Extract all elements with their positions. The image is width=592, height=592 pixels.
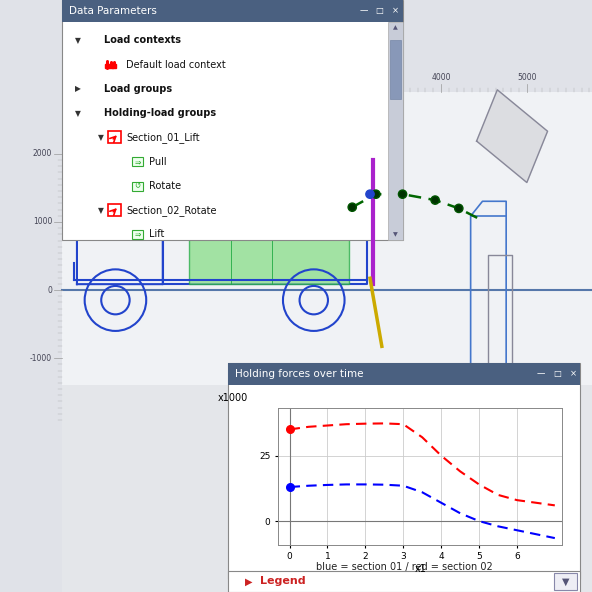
Bar (108, 131, 121, 143)
X-axis label: x1: x1 (414, 564, 426, 574)
Text: ▶: ▶ (75, 84, 81, 94)
Text: ▼: ▼ (98, 133, 104, 142)
Text: Load groups: Load groups (104, 84, 172, 94)
Text: □: □ (553, 369, 561, 378)
Bar (228, 363, 580, 385)
Text: -1000: -1000 (30, 353, 52, 363)
Circle shape (348, 203, 356, 211)
Bar (189, 207, 349, 284)
Text: ▲: ▲ (393, 25, 398, 30)
Text: Pull: Pull (149, 157, 166, 166)
Bar (62, 385, 592, 592)
Bar (0, 0, 62, 592)
Circle shape (372, 190, 380, 198)
Text: —: — (359, 7, 368, 15)
Text: Rotate: Rotate (149, 181, 181, 191)
Text: ▼: ▼ (98, 205, 104, 215)
Circle shape (398, 190, 407, 198)
Text: Holding-load groups: Holding-load groups (104, 108, 215, 118)
Text: Legend: Legend (260, 577, 306, 586)
Circle shape (455, 204, 463, 213)
Bar (388, 22, 403, 240)
Text: blue = section 01 / red = section 02: blue = section 01 / red = section 02 (316, 562, 493, 572)
Circle shape (431, 196, 439, 204)
Text: ×: × (570, 369, 577, 378)
Text: —: — (537, 369, 545, 378)
Polygon shape (477, 90, 548, 182)
Bar (132, 182, 143, 191)
Text: Data Parameters: Data Parameters (69, 6, 157, 16)
Bar (228, 363, 580, 579)
Text: ▼: ▼ (562, 577, 569, 586)
Text: 4000: 4000 (432, 73, 451, 82)
Bar (62, 0, 403, 240)
Text: Lift: Lift (149, 230, 164, 239)
Text: ▼: ▼ (393, 232, 398, 237)
Bar (0, 0, 592, 92)
Text: ⇒: ⇒ (134, 230, 140, 239)
Text: □: □ (375, 7, 384, 15)
Bar (132, 230, 143, 239)
Text: 5000: 5000 (517, 73, 536, 82)
Text: Section_01_Lift: Section_01_Lift (126, 132, 200, 143)
Text: ⇒: ⇒ (134, 157, 140, 166)
Text: 1000: 1000 (33, 217, 52, 227)
Text: Load contexts: Load contexts (104, 36, 181, 45)
Text: 2000: 2000 (33, 149, 52, 159)
Text: Section_02_Rotate: Section_02_Rotate (126, 205, 217, 215)
Text: ↺: ↺ (134, 181, 140, 191)
Text: Holding forces over time: Holding forces over time (235, 369, 363, 379)
Text: Default load context: Default load context (126, 60, 226, 69)
Text: ▶: ▶ (244, 577, 252, 586)
Text: ▼: ▼ (75, 36, 81, 45)
Text: -1000: -1000 (69, 73, 91, 82)
Y-axis label: x1000: x1000 (218, 393, 248, 403)
Bar (62, 0, 403, 22)
Bar (62, 92, 592, 385)
Text: 3000: 3000 (346, 73, 365, 82)
Text: ×: × (392, 7, 399, 15)
Text: ▼: ▼ (75, 108, 81, 118)
Bar (108, 204, 121, 216)
Text: 0: 0 (47, 285, 52, 295)
Bar (390, 40, 401, 99)
Bar (228, 571, 580, 592)
Bar (132, 157, 143, 166)
Circle shape (366, 190, 374, 198)
Bar (554, 573, 577, 590)
